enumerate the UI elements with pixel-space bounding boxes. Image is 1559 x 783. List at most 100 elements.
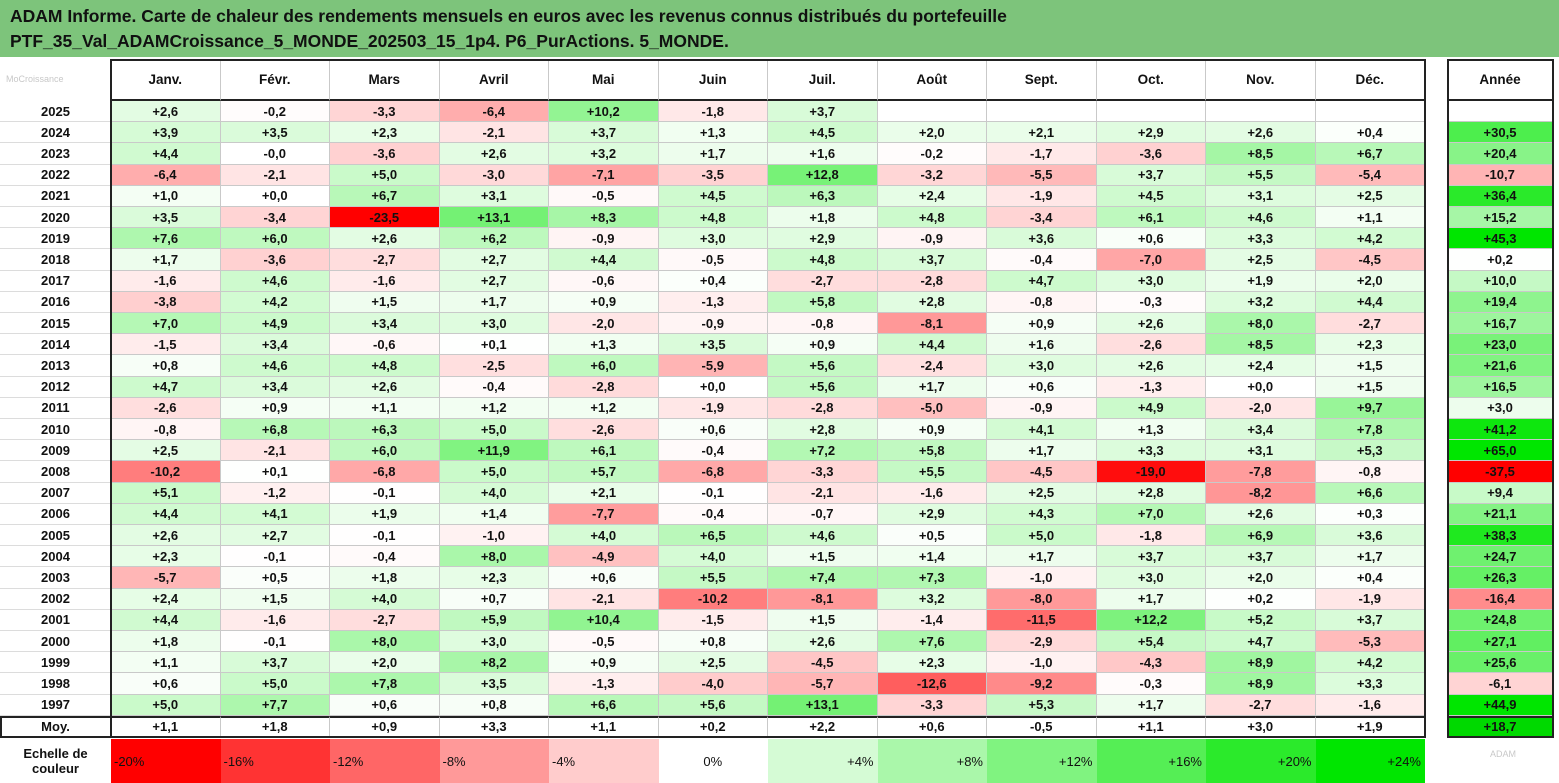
heatmap-cell: +2,3 bbox=[330, 122, 440, 144]
heatmap-cell: -10,2 bbox=[111, 461, 221, 483]
heatmap-cell: +5,9 bbox=[439, 609, 549, 631]
heatmap-cell: +2,5 bbox=[658, 652, 768, 674]
heatmap-cell: -12,6 bbox=[877, 673, 987, 695]
heatmap-cell: +13,1 bbox=[768, 694, 878, 716]
heatmap-cell: +4,0 bbox=[439, 482, 549, 504]
heatmap-cell: +1,1 bbox=[1096, 715, 1206, 737]
scale-swatch: -12% bbox=[330, 739, 440, 783]
heatmap-cell: +1,9 bbox=[330, 503, 440, 525]
heatmap-cell: +3,7 bbox=[768, 101, 878, 123]
row-label: 2015 bbox=[0, 313, 111, 335]
heatmap-cell: +0,9 bbox=[549, 291, 659, 313]
heatmap-cell: +1,8 bbox=[768, 207, 878, 229]
heatmap-cell bbox=[1096, 101, 1206, 123]
heatmap-cell: +2,4 bbox=[111, 588, 221, 610]
heatmap-cell: +8,5 bbox=[1206, 143, 1316, 165]
heatmap-cell: +1,7 bbox=[111, 249, 221, 271]
report-title-line2: PTF_35_Val_ADAMCroissance_5_MONDE_202503… bbox=[10, 31, 729, 51]
scale-label: Echelle de couleur bbox=[0, 739, 111, 783]
heatmap-cell: +4,9 bbox=[1096, 397, 1206, 419]
heatmap-cell: +0,9 bbox=[330, 715, 440, 737]
heatmap-cell: +2,5 bbox=[111, 440, 221, 462]
heatmap-cell: +1,1 bbox=[549, 715, 659, 737]
heatmap-cell: -1,3 bbox=[658, 291, 768, 313]
scale-swatch: +24% bbox=[1315, 739, 1425, 783]
year-total-cell: +9,4 bbox=[1448, 482, 1553, 504]
scale-swatch: +4% bbox=[768, 739, 878, 783]
heatmap-cell: -1,6 bbox=[1315, 694, 1425, 716]
heatmap-cell: +4,7 bbox=[987, 270, 1097, 292]
heatmap-cell: -0,6 bbox=[549, 270, 659, 292]
heatmap-cell: +2,6 bbox=[1206, 122, 1316, 144]
month-header: Mai bbox=[549, 59, 659, 101]
heatmap-cell: +0,8 bbox=[439, 694, 549, 716]
heatmap-cell: +0,6 bbox=[549, 567, 659, 589]
month-header: Mars bbox=[330, 59, 440, 101]
heatmap-cell: -3,4 bbox=[220, 207, 330, 229]
heatmap-cell: +1,3 bbox=[658, 122, 768, 144]
heatmap-cell: +1,4 bbox=[877, 546, 987, 568]
heatmap-cell: -2,7 bbox=[330, 609, 440, 631]
heatmap-cell: +0,4 bbox=[1315, 122, 1425, 144]
heatmap-cell: +6,7 bbox=[1315, 143, 1425, 165]
heatmap-cell: +6,0 bbox=[220, 228, 330, 250]
heatmap-cell: +1,5 bbox=[1315, 376, 1425, 398]
heatmap-cell: +0,7 bbox=[439, 588, 549, 610]
heatmap-cell: -5,3 bbox=[1315, 631, 1425, 653]
heatmap-cell: -1,2 bbox=[220, 482, 330, 504]
scale-swatch: +20% bbox=[1206, 739, 1316, 783]
year-total-cell: -10,7 bbox=[1448, 164, 1553, 186]
heatmap-cell: -0,1 bbox=[658, 482, 768, 504]
heatmap-cell: +3,3 bbox=[439, 715, 549, 737]
year-total-cell: -37,5 bbox=[1448, 461, 1553, 483]
heatmap-cell: +4,4 bbox=[549, 249, 659, 271]
heatmap-cell: +4,0 bbox=[658, 546, 768, 568]
heatmap-cell: -0,4 bbox=[987, 249, 1097, 271]
heatmap-cell: +5,3 bbox=[1315, 440, 1425, 462]
heatmap-cell: +0,6 bbox=[1096, 228, 1206, 250]
heatmap-cell: +1,9 bbox=[1315, 715, 1425, 737]
heatmap-cell: +0,4 bbox=[1315, 567, 1425, 589]
heatmap-cell: +0,0 bbox=[220, 185, 330, 207]
heatmap-cell: +3,0 bbox=[1096, 270, 1206, 292]
heatmap-cell: +3,6 bbox=[1315, 525, 1425, 547]
heatmap-cell: +13,1 bbox=[439, 207, 549, 229]
year-total-cell: +30,5 bbox=[1448, 122, 1553, 144]
heatmap-cell: +0,8 bbox=[111, 355, 221, 377]
heatmap-cell: +4,4 bbox=[111, 609, 221, 631]
scale-swatch: +16% bbox=[1096, 739, 1206, 783]
row-label: 2007 bbox=[0, 482, 111, 504]
heatmap-cell: -5,9 bbox=[658, 355, 768, 377]
heatmap-cell: -5,7 bbox=[768, 673, 878, 695]
row-label: 2003 bbox=[0, 567, 111, 589]
row-label: 2009 bbox=[0, 440, 111, 462]
heatmap-cell: +3,2 bbox=[1206, 291, 1316, 313]
heatmap-cell: -2,6 bbox=[549, 419, 659, 441]
corner-watermark: MoCroissance bbox=[6, 74, 64, 84]
heatmap-cell: +1,5 bbox=[220, 588, 330, 610]
heatmap-cell: -0,4 bbox=[330, 546, 440, 568]
heatmap-cell: +3,4 bbox=[220, 334, 330, 356]
heatmap-cell: +0,0 bbox=[658, 376, 768, 398]
heatmap-cell: -4,9 bbox=[549, 546, 659, 568]
heatmap-cell: -3,6 bbox=[330, 143, 440, 165]
heatmap-cell: +0,6 bbox=[877, 715, 987, 737]
month-header: Juin bbox=[658, 59, 768, 101]
heatmap-cell: -2,1 bbox=[439, 122, 549, 144]
month-header: Oct. bbox=[1096, 59, 1206, 101]
heatmap-cell: -7,0 bbox=[1096, 249, 1206, 271]
heatmap-cell: +6,8 bbox=[220, 419, 330, 441]
heatmap-cell: +1,2 bbox=[439, 397, 549, 419]
heatmap-cell: +5,2 bbox=[1206, 609, 1316, 631]
heatmap-cell: +6,1 bbox=[1096, 207, 1206, 229]
heatmap-cell: +0,9 bbox=[220, 397, 330, 419]
heatmap-cell: +3,0 bbox=[658, 228, 768, 250]
heatmap-cell: +2,4 bbox=[1206, 355, 1316, 377]
heatmap-cell: +2,6 bbox=[1096, 313, 1206, 335]
heatmap-cell: +1,7 bbox=[877, 376, 987, 398]
heatmap-cell: -2,0 bbox=[1206, 397, 1316, 419]
heatmap-cell: -3,4 bbox=[987, 207, 1097, 229]
year-total-cell: +3,0 bbox=[1448, 397, 1553, 419]
heatmap-cell: -0,5 bbox=[658, 249, 768, 271]
heatmap-cell: -0,4 bbox=[439, 376, 549, 398]
